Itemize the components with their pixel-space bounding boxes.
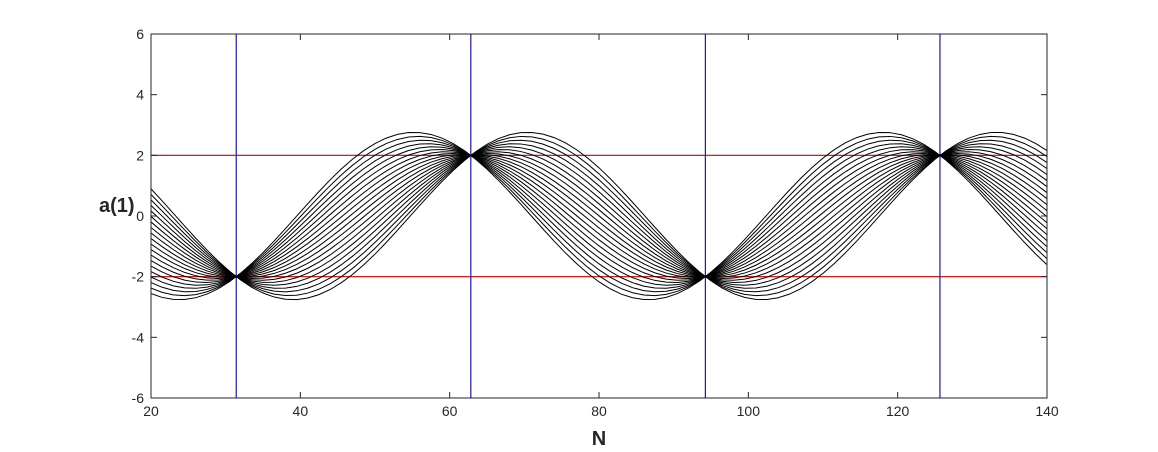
- series-line-3: [151, 143, 1047, 289]
- series-line-19: [151, 131, 1047, 301]
- x-tick-label-0: 20: [143, 403, 159, 419]
- x-tick-label-2: 60: [442, 403, 458, 419]
- series-line-9: [151, 154, 1047, 278]
- y-tick-label-1: -4: [132, 329, 145, 345]
- x-tick-label-1: 40: [293, 403, 309, 419]
- x-tick-label-5: 120: [886, 403, 910, 419]
- series-line-7: [151, 152, 1047, 280]
- series-line-5: [151, 149, 1047, 283]
- y-tick-label-6: 6: [136, 26, 144, 42]
- series-line-11: [151, 154, 1047, 278]
- series-line-0: [151, 131, 1047, 301]
- axis-ticks: 20 40 60 80 100 120 140 -6 -4 -2 0 2 4 6: [132, 26, 1059, 419]
- y-tick-label-5: 4: [136, 87, 144, 103]
- curve-family: [151, 131, 1047, 301]
- series-line-4: [151, 146, 1047, 286]
- y-tick-label-0: -6: [132, 390, 145, 406]
- series-line-13: [151, 151, 1047, 281]
- y-axis-label: a(1): [99, 195, 135, 217]
- x-tick-label-6: 140: [1035, 403, 1059, 419]
- series-line-16: [151, 143, 1047, 289]
- y-tick-label-4: 2: [136, 147, 144, 163]
- x-tick-label-4: 100: [737, 403, 761, 419]
- y-tick-label-3: 0: [136, 208, 144, 224]
- series-line-18: [151, 135, 1047, 297]
- series-line-17: [151, 139, 1047, 293]
- x-tick-label-3: 80: [591, 403, 607, 419]
- series-line-8: [151, 154, 1047, 278]
- series-line-15: [151, 146, 1047, 286]
- series-line-10: [151, 154, 1047, 278]
- series-line-1: [151, 135, 1047, 297]
- series-line-14: [151, 149, 1047, 283]
- series-line-6: [151, 151, 1047, 281]
- x-axis-label: N: [592, 428, 606, 450]
- series-line-12: [151, 152, 1047, 280]
- series-line-2: [151, 139, 1047, 293]
- y-tick-label-2: -2: [132, 269, 145, 285]
